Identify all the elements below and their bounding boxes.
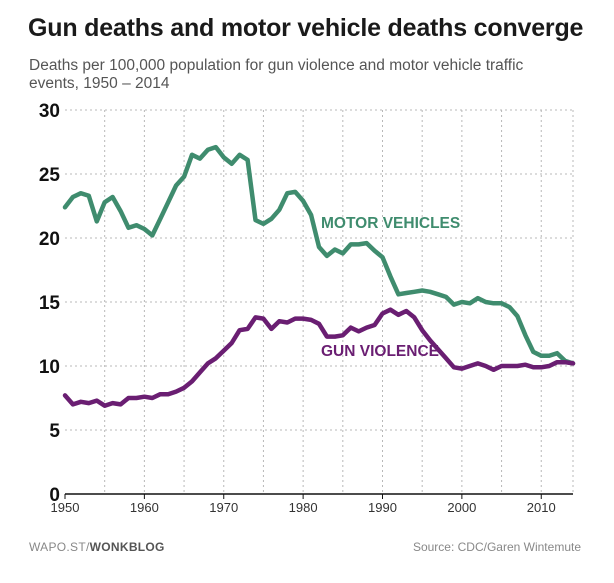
- y-tick-label: 30: [39, 101, 60, 122]
- y-tick-label: 15: [39, 293, 61, 314]
- motor-vehicles-line: [62, 144, 576, 366]
- chart-title: Gun deaths and motor vehicle deaths conv…: [28, 14, 584, 42]
- y-tick-label: 0: [49, 485, 60, 506]
- credit-prefix: WAPO.ST/: [29, 540, 90, 554]
- x-axis: 1950 1960 1970 1980 1990 2000 2010: [51, 494, 556, 515]
- gun-violence-line: [62, 307, 576, 408]
- y-axis: 0 5 10 15 20 25 30: [39, 101, 61, 506]
- footer-source: Source: CDC/Garen Wintemute: [412, 540, 581, 554]
- x-tick-label: 1980: [289, 500, 318, 515]
- footer-credit: WAPO.ST/WONKBLOG: [29, 540, 165, 554]
- x-tick-label: 1960: [130, 500, 159, 515]
- series-lines: [62, 144, 576, 408]
- x-tick-label: 1970: [209, 500, 238, 515]
- x-tick-label: 2010: [527, 500, 556, 515]
- y-tick-label: 20: [39, 229, 60, 250]
- series-labels: MOTOR VEHICLES GUN VIOLENCE: [321, 215, 460, 360]
- y-tick-label: 10: [39, 357, 60, 378]
- y-tick-label: 25: [39, 165, 61, 186]
- credit-brand: WONKBLOG: [89, 540, 165, 554]
- x-tick-label: 2000: [447, 500, 476, 515]
- y-tick-label: 5: [49, 421, 60, 442]
- x-tick-label: 1990: [368, 500, 397, 515]
- x-tick-label: 1950: [51, 500, 80, 515]
- chart-subtitle: Deaths per 100,000 population for gun vi…: [29, 57, 524, 92]
- motor-vehicles-label: MOTOR VEHICLES: [321, 215, 460, 232]
- gun-violence-label: GUN VIOLENCE: [321, 343, 439, 360]
